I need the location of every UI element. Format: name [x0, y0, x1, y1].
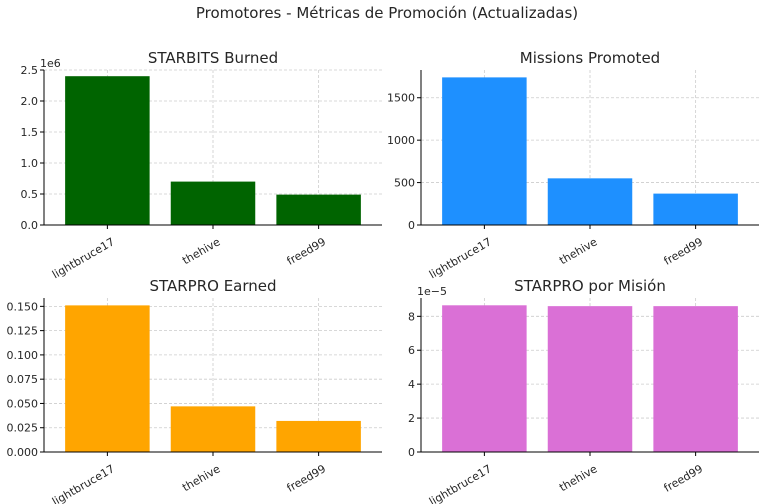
- y-tick-label: 1500: [387, 92, 415, 105]
- x-tick-label: thehive: [180, 462, 223, 494]
- x-tick-label: thehive: [557, 462, 600, 494]
- y-tick-label: 0.075: [7, 373, 39, 386]
- bar-lightbruce17: [65, 305, 150, 452]
- x-tick-label: freed99: [662, 462, 705, 495]
- subplot-title: Missions Promoted: [520, 49, 660, 67]
- x-tick-label: freed99: [662, 235, 705, 268]
- x-tick-label: freed99: [285, 235, 328, 268]
- y-tick-label: 8: [408, 310, 415, 323]
- figure-title: Promotores - Métricas de Promoción (Actu…: [196, 4, 578, 22]
- subplot-title: STARBITS Burned: [148, 49, 278, 67]
- y-tick-label: 0.150: [7, 300, 39, 313]
- y-tick-label: 0.125: [7, 325, 39, 338]
- x-tick-label: lightbruce17: [50, 462, 117, 504]
- y-tick-label: 0.025: [7, 422, 39, 435]
- y-tick-label: 2: [408, 412, 415, 425]
- subplot-2: 0 500 1000 1500 lightbruce17 thehive freed99 Mi…: [387, 49, 759, 281]
- bar-lightbruce17: [442, 77, 527, 225]
- y-tick-label: 1000: [387, 134, 415, 147]
- y-offset-label: 1e6: [40, 57, 61, 70]
- y-tick-label: 1.5: [21, 126, 39, 139]
- subplot-grid: 0.0 0.5 1.0 1.5 2.0 2.5 lightbruce17 thehive fre…: [7, 49, 759, 504]
- x-tick-label: thehive: [180, 235, 223, 267]
- bar-thehive: [170, 406, 256, 452]
- bar-lightbruce17: [442, 305, 527, 452]
- bar-freed99: [276, 420, 361, 452]
- y-tick-label: 0: [408, 219, 415, 232]
- subplot-3: 0.000 0.025 0.050 0.075 0.100 0.125 0.150 light…: [7, 277, 382, 504]
- y-tick-label: 2.0: [21, 95, 39, 108]
- y-tick-label: 500: [394, 177, 415, 190]
- y-tick-label: 0.100: [7, 349, 39, 362]
- subplot-1: 0.0 0.5 1.0 1.5 2.0 2.5 lightbruce17 thehive fre…: [21, 49, 382, 281]
- y-tick-label: 0.0: [21, 219, 39, 232]
- y-tick-label: 6: [408, 344, 415, 357]
- bar-freed99: [653, 193, 738, 225]
- y-tick-label: 0: [408, 446, 415, 459]
- y-tick-label: 1.0: [21, 157, 39, 170]
- y-tick-label: 0.050: [7, 397, 39, 410]
- y-offset-label: 1e−5: [417, 285, 447, 298]
- bar-thehive: [547, 178, 633, 225]
- y-tick-label: 0.000: [7, 446, 39, 459]
- y-tick-label: 4: [408, 378, 415, 391]
- bar-thehive: [170, 181, 256, 225]
- x-tick-label: thehive: [557, 235, 600, 267]
- y-tick-label: 0.5: [21, 188, 39, 201]
- bar-freed99: [653, 306, 738, 452]
- bar-thehive: [547, 306, 633, 452]
- x-tick-label: freed99: [285, 462, 328, 495]
- bar-freed99: [276, 194, 361, 225]
- y-tick-label: 2.5: [21, 64, 39, 77]
- x-tick-label: lightbruce17: [50, 235, 117, 281]
- bar-lightbruce17: [65, 76, 150, 225]
- x-tick-label: lightbruce17: [427, 235, 494, 281]
- x-tick-label: lightbruce17: [427, 462, 494, 504]
- subplot-title: STARPRO por Misión: [514, 277, 666, 295]
- subplot-4: 0 2 4 6 8 lightbruce17 thehive freed99 1e−5 STARP…: [408, 277, 759, 504]
- subplot-title: STARPRO Earned: [149, 277, 276, 295]
